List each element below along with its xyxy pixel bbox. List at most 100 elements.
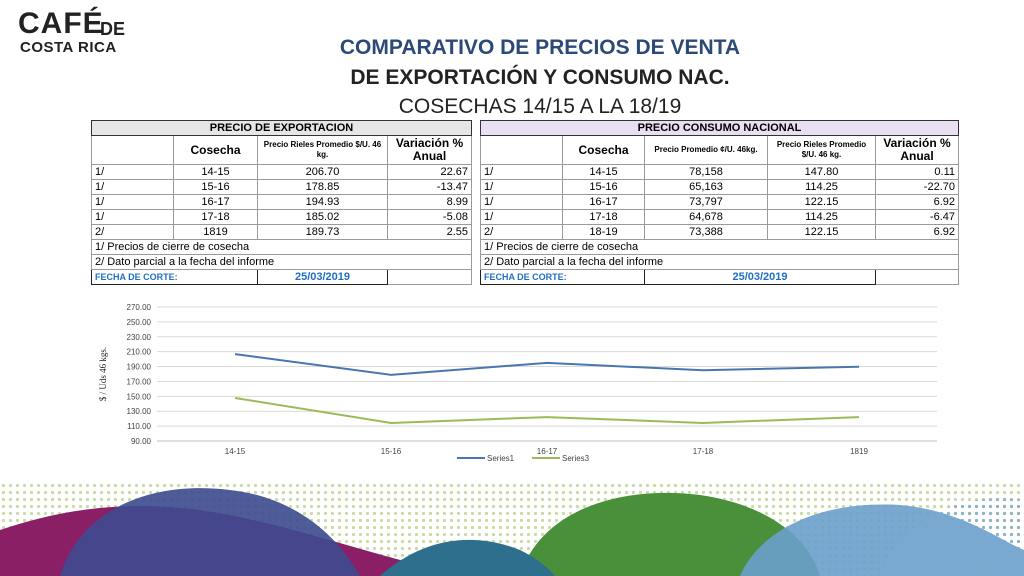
legend-label: Series3 <box>562 454 590 463</box>
export-table-title: PRECIO DE EXPORTACION <box>91 120 472 136</box>
y-tick-label: 130.00 <box>127 407 152 416</box>
table-row: 1/ 14-15 206.70 22.67 <box>91 164 472 180</box>
legend-label: Series1 <box>487 454 515 463</box>
consumo-col-variacion: Variación % Anual <box>875 135 959 165</box>
table-row: 1/ 16-17 73,797 122.15 6.92 <box>480 194 959 210</box>
row-variacion: 0.11 <box>875 164 959 180</box>
x-tick-label: 17-18 <box>693 447 714 456</box>
logo-costa-rica: COSTA RICA <box>20 39 117 56</box>
export-note-1: 1/ Precios de cierre de cosecha <box>91 239 472 255</box>
x-tick-label: 15-16 <box>381 447 402 456</box>
row-variacion: -5.08 <box>387 209 472 225</box>
row-precio-usd: 147.80 <box>767 164 876 180</box>
row-note: 1/ <box>480 194 563 210</box>
row-cosecha: 14-15 <box>173 164 258 180</box>
row-note: 2/ <box>91 224 174 240</box>
export-corte-label: FECHA DE CORTE: <box>91 269 258 285</box>
export-note-2: 2/ Dato parcial a la fecha del informe <box>91 254 472 270</box>
y-tick-label: 270.00 <box>127 303 152 312</box>
x-tick-label: 16-17 <box>537 447 558 456</box>
row-note: 1/ <box>480 209 563 225</box>
table-row: 1/ 17-18 64,678 114.25 -6.47 <box>480 209 959 225</box>
consumo-corte-value: 25/03/2019 <box>644 269 876 285</box>
y-tick-label: 250.00 <box>127 318 152 327</box>
row-precio-usd: 122.15 <box>767 194 876 210</box>
x-tick-label: 14-15 <box>225 447 246 456</box>
consumo-price-table: PRECIO CONSUMO NACIONAL Cosecha Precio P… <box>480 120 959 285</box>
row-precio-colones: 73,388 <box>644 224 768 240</box>
y-tick-label: 230.00 <box>127 333 152 342</box>
row-precio-usd: 114.25 <box>767 179 876 195</box>
y-axis-label: $ / Uds 46 kgs. <box>98 347 108 401</box>
title-line-2: DE EXPORTACIÓN Y CONSUMO NAC. <box>350 66 730 89</box>
row-variacion: 22.67 <box>387 164 472 180</box>
logo-cafe: CAFÉ <box>18 7 104 40</box>
y-tick-label: 110.00 <box>127 422 151 431</box>
export-col-precio: Precio Rieles Promedio $/U. 46 kg. <box>257 135 388 165</box>
logo-de: DE <box>100 19 126 39</box>
row-cosecha: 17-18 <box>173 209 258 225</box>
y-tick-label: 190.00 <box>127 363 152 372</box>
row-variacion: -6.47 <box>875 209 959 225</box>
row-cosecha: 15-16 <box>173 179 258 195</box>
row-precio-colones: 73,797 <box>644 194 768 210</box>
y-tick-label: 90.00 <box>131 437 152 446</box>
decorative-background <box>0 480 1024 576</box>
row-precio: 189.73 <box>257 224 388 240</box>
row-precio-colones: 65,163 <box>644 179 768 195</box>
consumo-note-2: 2/ Dato parcial a la fecha del informe <box>480 254 959 270</box>
consumo-col-precio-colones: Precio Promedio ¢/U. 46kg. <box>644 135 768 165</box>
row-cosecha: 16-17 <box>562 194 645 210</box>
row-note: 1/ <box>91 179 174 195</box>
row-cosecha: 18-19 <box>562 224 645 240</box>
consumo-col-precio-usd: Precio Rieles Promedio $/U. 46 kg. <box>767 135 876 165</box>
consumo-note-1: 1/ Precios de cierre de cosecha <box>480 239 959 255</box>
table-row: 1/ 17-18 185.02 -5.08 <box>91 209 472 225</box>
x-tick-label: 1819 <box>850 447 868 456</box>
row-note: 2/ <box>480 224 563 240</box>
price-line-chart: 270.00 250.00 230.00 210.00 190.00 170.00 150.… <box>92 292 957 472</box>
y-tick-label: 150.00 <box>127 392 152 401</box>
row-precio-colones: 64,678 <box>644 209 768 225</box>
row-note: 1/ <box>91 164 174 180</box>
export-price-table: PRECIO DE EXPORTACION Cosecha Precio Rie… <box>91 120 472 285</box>
consumo-col-cosecha: Cosecha <box>562 135 645 165</box>
row-variacion: 6.92 <box>875 224 959 240</box>
title-line-3: COSECHAS 14/15 A LA 18/19 <box>398 95 682 118</box>
cafe-de-costa-rica-logo: CAFÉ DE COSTA RICA <box>18 8 138 58</box>
row-precio: 178.85 <box>257 179 388 195</box>
row-variacion: 8.99 <box>387 194 472 210</box>
title-line-1: COMPARATIVO DE PRECIOS DE VENTA <box>339 36 741 59</box>
consumo-corte-label: FECHA DE CORTE: <box>480 269 645 285</box>
table-row: 1/ 14-15 78,158 147.80 0.11 <box>480 164 959 180</box>
row-cosecha: 16-17 <box>173 194 258 210</box>
row-cosecha: 1819 <box>173 224 258 240</box>
row-variacion: 2.55 <box>387 224 472 240</box>
row-cosecha: 17-18 <box>562 209 645 225</box>
row-cosecha: 15-16 <box>562 179 645 195</box>
table-row: 1/ 16-17 194.93 8.99 <box>91 194 472 210</box>
table-row: 1/ 15-16 178.85 -13.47 <box>91 179 472 195</box>
export-col-cosecha: Cosecha <box>173 135 258 165</box>
row-note: 1/ <box>480 179 563 195</box>
row-variacion: -13.47 <box>387 179 472 195</box>
export-col-variacion: Variación % Anual <box>387 135 472 165</box>
consumo-table-title: PRECIO CONSUMO NACIONAL <box>480 120 959 136</box>
row-precio-usd: 114.25 <box>767 209 876 225</box>
series-line-series1 <box>234 353 860 376</box>
y-tick-label: 170.00 <box>127 377 152 386</box>
row-precio-colones: 78,158 <box>644 164 768 180</box>
row-cosecha: 14-15 <box>562 164 645 180</box>
row-precio: 206.70 <box>257 164 388 180</box>
row-note: 1/ <box>480 164 563 180</box>
table-row: 2/ 18-19 73,388 122.15 6.92 <box>480 224 959 240</box>
y-tick-label: 210.00 <box>127 348 152 357</box>
row-precio: 194.93 <box>257 194 388 210</box>
row-precio-usd: 122.15 <box>767 224 876 240</box>
row-note: 1/ <box>91 194 174 210</box>
export-corte-value: 25/03/2019 <box>257 269 388 285</box>
row-precio: 185.02 <box>257 209 388 225</box>
series-line-series3 <box>234 396 860 424</box>
row-variacion: 6.92 <box>875 194 959 210</box>
row-note: 1/ <box>91 209 174 225</box>
